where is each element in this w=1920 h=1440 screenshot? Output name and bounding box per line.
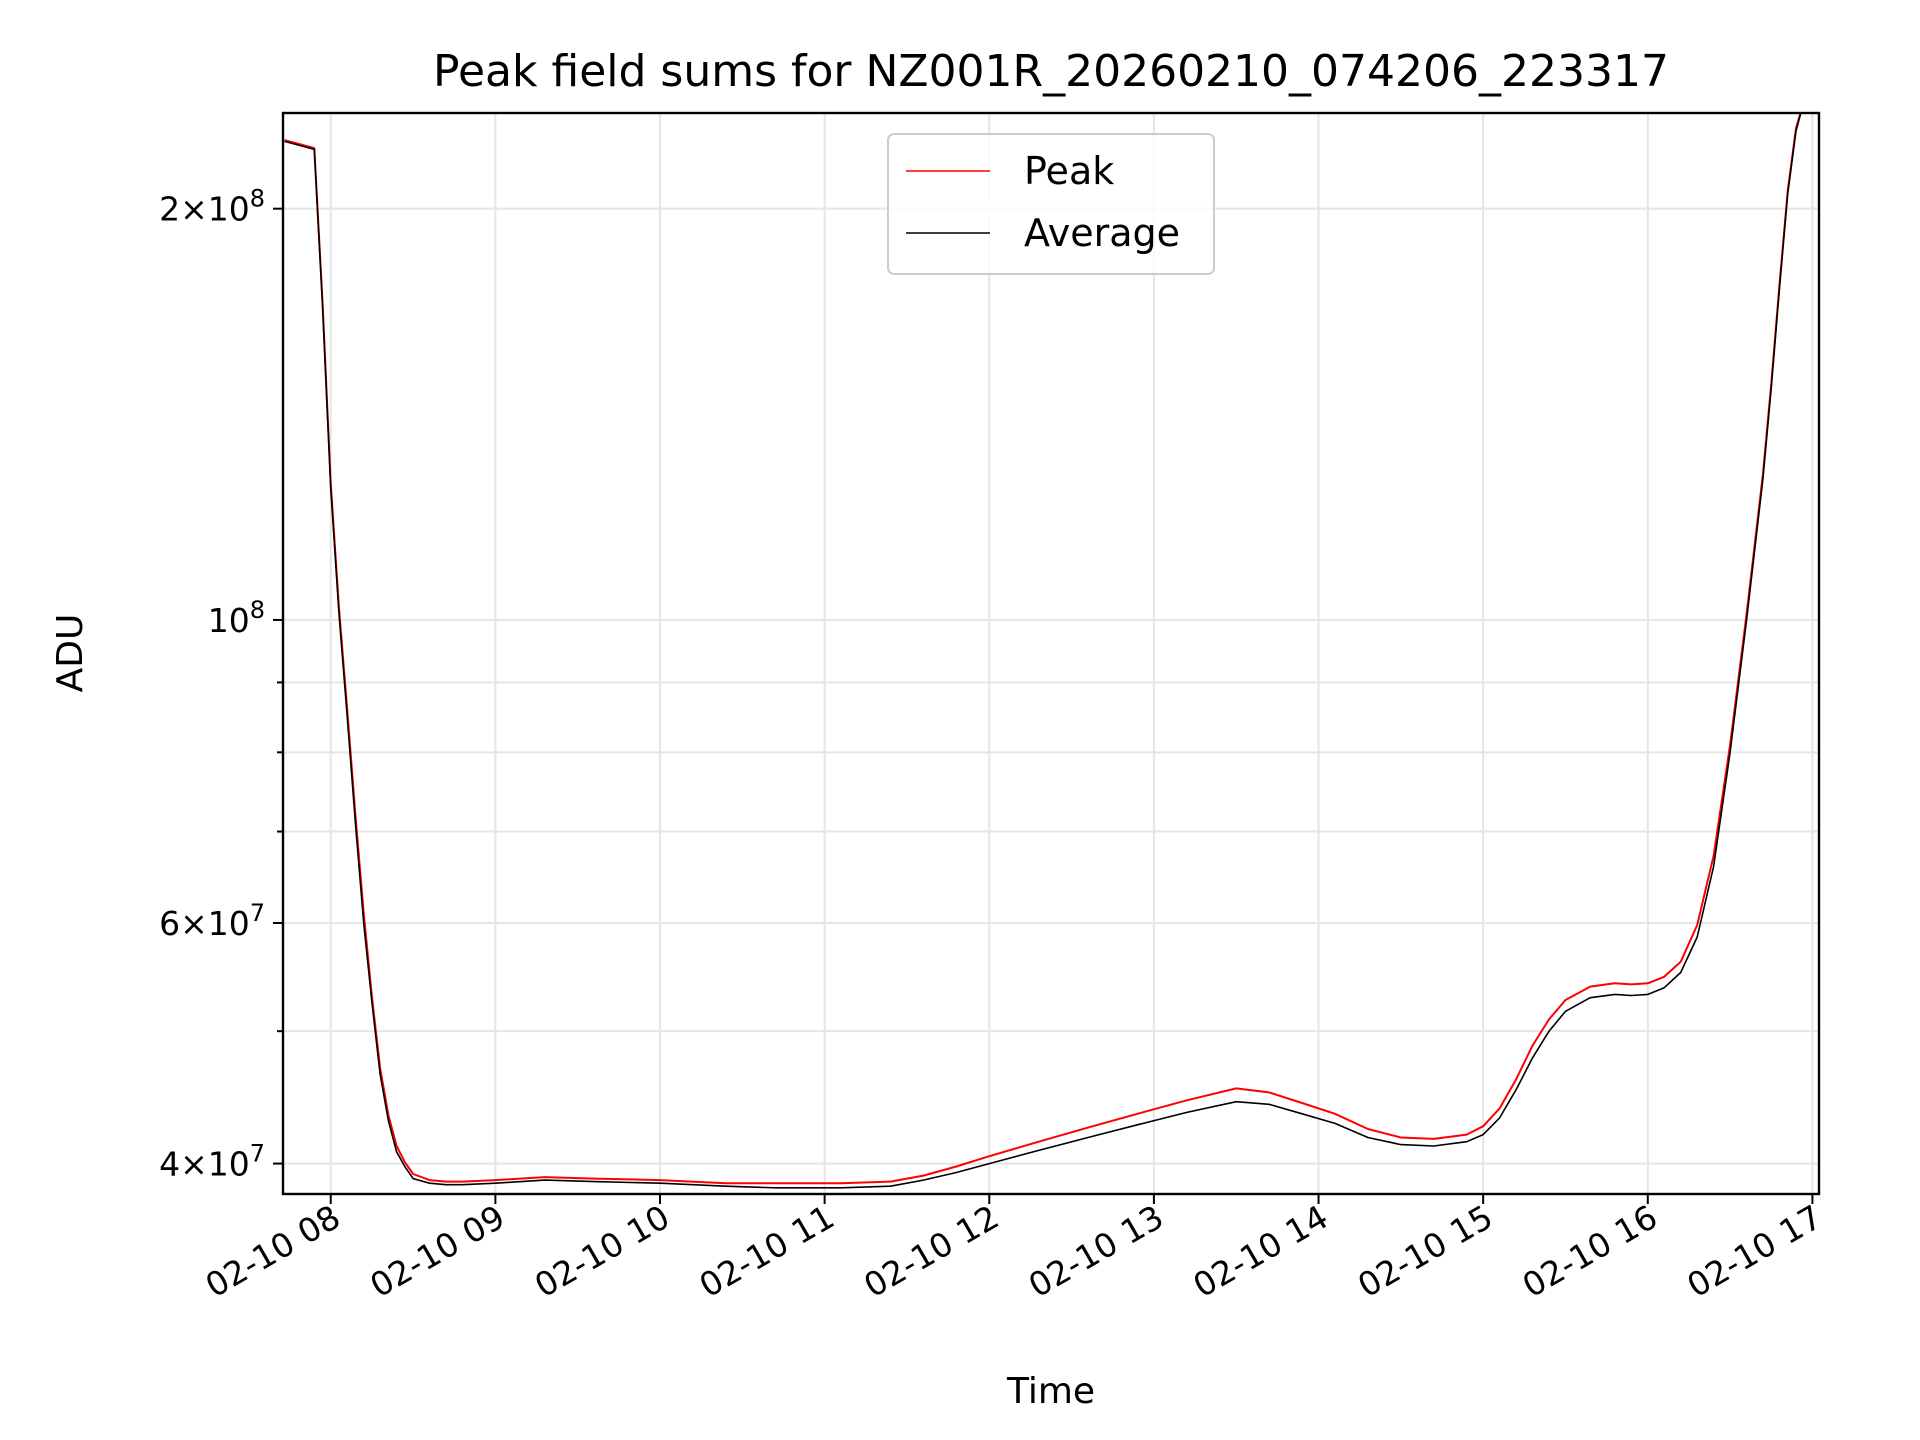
y-tick-label-base: 10 bbox=[208, 601, 250, 640]
y-tick-label-exponent: 7 bbox=[250, 1140, 265, 1168]
y-axis-label: ADU bbox=[50, 614, 91, 693]
legend: Peak Average bbox=[887, 133, 1215, 275]
y-tick-label: 6×107 bbox=[159, 899, 265, 943]
plot-frame bbox=[281, 111, 1821, 1196]
y-tick-label-exponent: 7 bbox=[250, 899, 265, 927]
legend-box bbox=[887, 133, 1215, 275]
y-tick-label: 4×107 bbox=[159, 1140, 265, 1184]
series-line-average bbox=[284, 113, 1802, 1189]
y-tick-label-base: 6×10 bbox=[159, 904, 250, 943]
y-tick-label-base: 2×10 bbox=[159, 190, 250, 229]
y-tick-label-exponent: 8 bbox=[250, 596, 265, 624]
legend-label-average: Average bbox=[1024, 211, 1180, 255]
legend-label-peak: Peak bbox=[1024, 149, 1114, 193]
chart-title: Peak field sums for NZ001R_20260210_0742… bbox=[433, 46, 1669, 97]
y-tick-label: 2×108 bbox=[159, 185, 265, 229]
x-axis-label: Time bbox=[1006, 1371, 1095, 1412]
y-tick-label: 108 bbox=[208, 596, 265, 640]
series-layer bbox=[284, 113, 1802, 1189]
y-tick-label-base: 4×10 bbox=[159, 1145, 250, 1184]
series-line-peak bbox=[284, 113, 1802, 1185]
y-tick-label-exponent: 8 bbox=[250, 185, 265, 213]
